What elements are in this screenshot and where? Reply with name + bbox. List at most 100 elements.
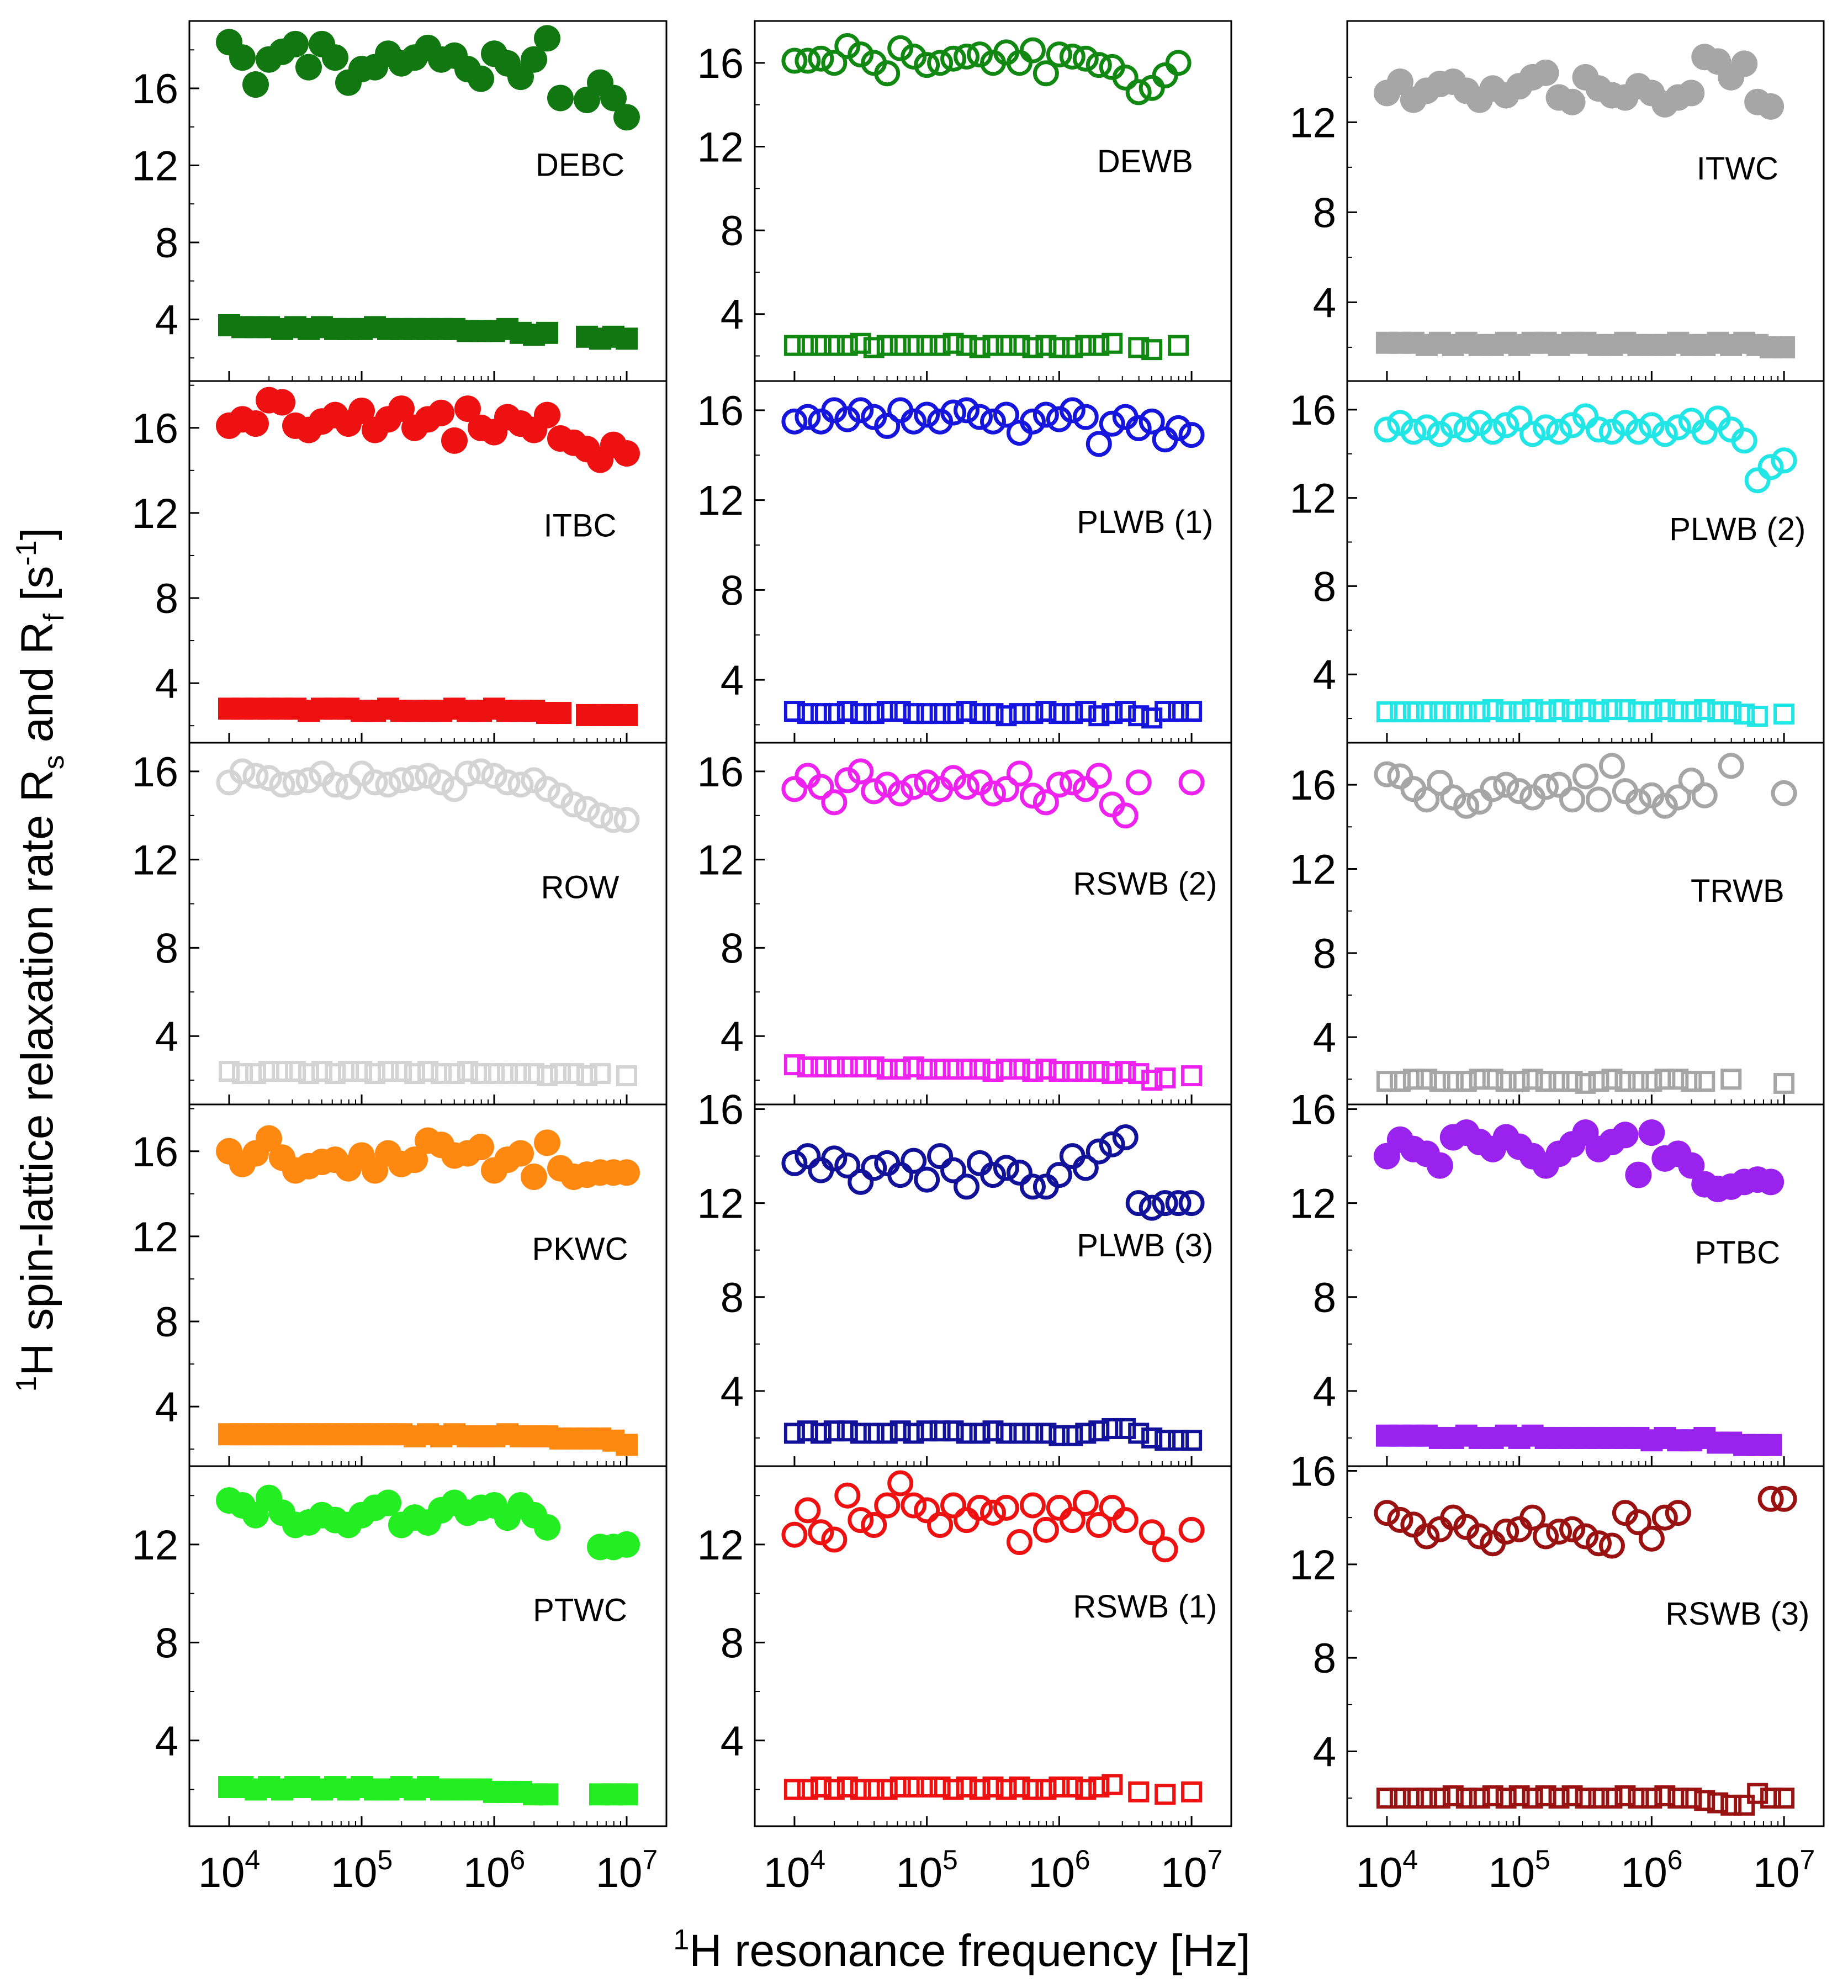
data-point <box>444 1063 465 1085</box>
data-point <box>903 1776 924 1798</box>
series-rf <box>218 697 638 726</box>
data-point <box>1141 707 1163 729</box>
y-tick-label: 12 <box>131 490 178 537</box>
panel-label: PTWC <box>533 1592 627 1628</box>
data-point <box>1022 1779 1044 1800</box>
data-point <box>494 769 521 796</box>
data-point <box>1019 408 1046 435</box>
data-point <box>1628 1071 1649 1092</box>
y-tick-label: 4 <box>721 657 744 704</box>
series-rs <box>216 25 640 131</box>
data-point <box>821 1145 848 1172</box>
data-point <box>521 1164 547 1190</box>
panel-frame <box>754 1465 1232 1827</box>
data-point <box>980 1499 1006 1526</box>
data-point <box>1400 419 1427 445</box>
data-point <box>956 1059 977 1080</box>
y-tick-label: 12 <box>1289 99 1336 146</box>
data-point <box>1522 1788 1543 1809</box>
data-point <box>1165 415 1192 441</box>
data-point <box>1694 1071 1715 1092</box>
data-point <box>874 413 901 439</box>
y-tick-label: 8 <box>1313 1275 1336 1321</box>
data-point <box>889 335 911 356</box>
data-point <box>1691 419 1718 445</box>
data-point <box>1506 778 1533 805</box>
data-point <box>1125 769 1152 796</box>
data-point <box>616 327 638 350</box>
data-point <box>1049 1061 1070 1082</box>
panel-label: ITBC <box>543 508 616 544</box>
data-point <box>967 41 993 68</box>
data-point <box>863 337 885 358</box>
data-point <box>1019 1173 1046 1200</box>
data-point <box>823 1420 845 1442</box>
panel-plwb-2: 4 8 12 16 PLWB (2) <box>1289 380 1825 744</box>
series-rs <box>216 758 640 833</box>
data-point <box>1139 1194 1165 1221</box>
data-point <box>1598 753 1625 779</box>
data-point <box>428 399 454 426</box>
data-point <box>454 760 481 787</box>
data-point <box>1508 701 1530 723</box>
data-point <box>1442 1071 1464 1092</box>
data-point <box>781 1521 808 1548</box>
data-point <box>1466 410 1493 436</box>
data-point <box>364 1063 385 1085</box>
data-point <box>797 1056 818 1078</box>
data-point <box>1032 60 1059 87</box>
data-point <box>940 765 967 791</box>
data-point <box>887 1162 914 1188</box>
data-point <box>1638 412 1665 438</box>
y-tick-label: 12 <box>697 478 744 525</box>
data-point <box>1115 1061 1136 1082</box>
data-point <box>1059 43 1085 70</box>
data-point <box>850 1779 871 1800</box>
data-point <box>1155 1784 1176 1805</box>
data-point <box>836 1776 858 1798</box>
data-point <box>1416 1069 1437 1090</box>
panel-pkwc: 4 8 12 16 PKWC <box>131 1103 668 1467</box>
y-tick-label: 4 <box>721 1368 744 1415</box>
data-point <box>1654 1069 1676 1090</box>
data-point <box>1046 771 1072 798</box>
data-point <box>1009 703 1030 725</box>
data-point <box>616 1783 638 1806</box>
data-point <box>1125 415 1152 441</box>
data-point <box>783 1423 805 1444</box>
data-point <box>470 1063 491 1085</box>
data-point <box>1429 1071 1450 1092</box>
data-point <box>1667 1069 1689 1090</box>
data-point <box>834 767 861 794</box>
data-point <box>942 703 964 725</box>
data-point <box>269 771 295 798</box>
panel-label: ROW <box>541 870 619 906</box>
data-point <box>863 1423 885 1444</box>
y-axis-title-sup2: -1 <box>10 540 43 565</box>
panel-grid: 4 8 12 16 DEBC 4 8 12 16 DEWB 4 8 12 ITWC 4 8 12 16 ITBC 4 8… <box>131 20 1825 1827</box>
x-tick-label: 104 <box>764 1844 825 1896</box>
data-point <box>1575 1072 1596 1094</box>
data-point <box>507 1140 534 1167</box>
data-point <box>1757 1485 1784 1512</box>
data-point <box>942 1779 964 1800</box>
data-point <box>927 50 954 76</box>
data-point <box>876 1779 898 1800</box>
data-point <box>613 1159 640 1186</box>
data-point <box>322 771 348 798</box>
y-tick-label: 12 <box>131 142 178 189</box>
data-point <box>441 776 468 802</box>
data-point <box>242 410 269 437</box>
data-point <box>534 1129 560 1156</box>
data-point <box>1155 1067 1176 1089</box>
data-point <box>808 774 834 800</box>
y-tick-label: 8 <box>1313 189 1336 236</box>
data-point <box>1152 1190 1178 1217</box>
data-point <box>887 1470 914 1497</box>
data-point <box>1115 1418 1136 1439</box>
data-point <box>375 1489 401 1516</box>
data-point <box>404 1063 425 1085</box>
data-point <box>1402 701 1424 723</box>
data-point <box>1572 1523 1598 1550</box>
data-point <box>795 47 821 74</box>
